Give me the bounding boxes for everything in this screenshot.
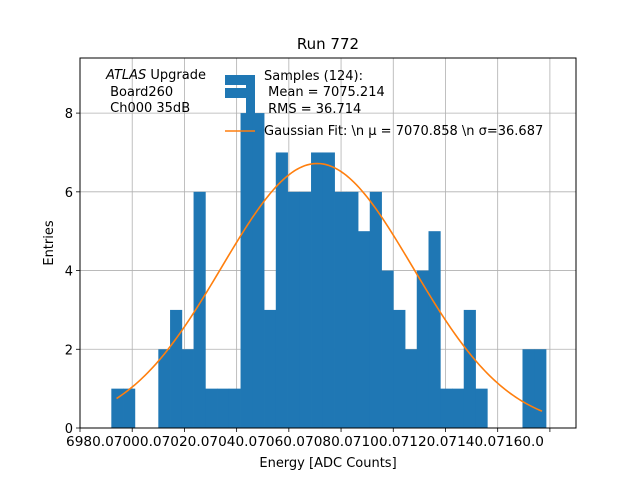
legend-samples-rms: RMS = 36.714 [264, 102, 361, 117]
annotation-board: Board260 [106, 85, 173, 100]
histogram-bar-30 [463, 309, 476, 428]
y-tick-label-2: 4 [65, 265, 73, 280]
histogram-bar-5 [170, 309, 183, 428]
y-tick-label-4: 8 [65, 107, 73, 122]
histogram-bar-4 [158, 349, 171, 428]
histogram-bars [111, 113, 547, 428]
histogram-bar-0 [111, 388, 124, 428]
histogram-bar-6 [181, 349, 194, 428]
legend-samples-swatch-2 [225, 88, 255, 98]
histogram-bar-19 [334, 191, 347, 428]
x-axis-label: Energy [ADC Counts] [259, 456, 396, 471]
legend: Samples (124): Mean = 7075.214 RMS = 36.… [225, 69, 543, 139]
histogram-bar-26 [416, 270, 429, 428]
gaussian-fit [116, 162, 543, 412]
annotation-line-1: ATLAS Upgrade [105, 68, 206, 83]
legend-samples-swatch [225, 75, 255, 85]
histogram-bar-31 [475, 388, 488, 428]
axis-ticks: 0 2 4 6 8 [65, 107, 551, 437]
histogram-bar-14 [275, 152, 288, 428]
histogram-bar-18 [322, 152, 335, 428]
legend-samples-mean: Mean = 7075.214 [264, 85, 385, 100]
histogram-bar-23 [381, 270, 394, 428]
histogram-bar-11 [240, 113, 253, 428]
histogram-bar-7 [193, 191, 206, 428]
y-tick-label-3: 6 [65, 186, 73, 201]
histogram-bar-25 [405, 349, 418, 428]
histogram-bar-20 [346, 191, 359, 428]
atlas-annotation: ATLAS Upgrade Board260 Ch000 35dB [105, 68, 206, 116]
histogram-bar-29 [452, 388, 465, 428]
y-axis-label: Entries [42, 220, 57, 266]
y-tick-label-1: 2 [65, 343, 73, 358]
legend-samples-swatch-3 [246, 75, 255, 115]
chart-title: Run 772 [297, 35, 359, 53]
histogram-bar-35 [522, 349, 535, 428]
x-tick-labels: 6980.07000.07020.07040.07060.07080.07100… [66, 435, 544, 450]
histogram-bar-24 [393, 309, 406, 428]
annotation-atlas: ATLAS [105, 68, 146, 83]
y-tick-label-0: 0 [65, 422, 73, 437]
gaussian-fit-line [116, 162, 543, 412]
legend-samples-title: Samples (124): [264, 69, 363, 84]
histogram-bar-1 [123, 388, 136, 428]
histogram-bar-21 [358, 231, 371, 428]
histogram-bar-28 [440, 388, 453, 428]
histogram-bar-22 [369, 191, 382, 428]
annotation-upgrade: Upgrade [146, 68, 206, 83]
histogram-bar-16 [299, 191, 312, 428]
histogram-bar-9 [217, 388, 230, 428]
histogram-bar-17 [311, 152, 324, 428]
histogram-bar-27 [428, 231, 441, 428]
annotation-channel: Ch000 35dB [106, 101, 190, 116]
legend-fit-label: Gaussian Fit: \n μ = 7070.858 \n σ=36.68… [264, 124, 543, 139]
histogram-bar-8 [205, 388, 218, 428]
histogram-bar-15 [287, 191, 300, 428]
histogram-bar-13 [264, 309, 277, 428]
histogram-bar-10 [228, 388, 241, 428]
histogram-bar-36 [534, 349, 547, 428]
plot-frame [79, 57, 577, 429]
histogram-bar-12 [252, 113, 265, 428]
